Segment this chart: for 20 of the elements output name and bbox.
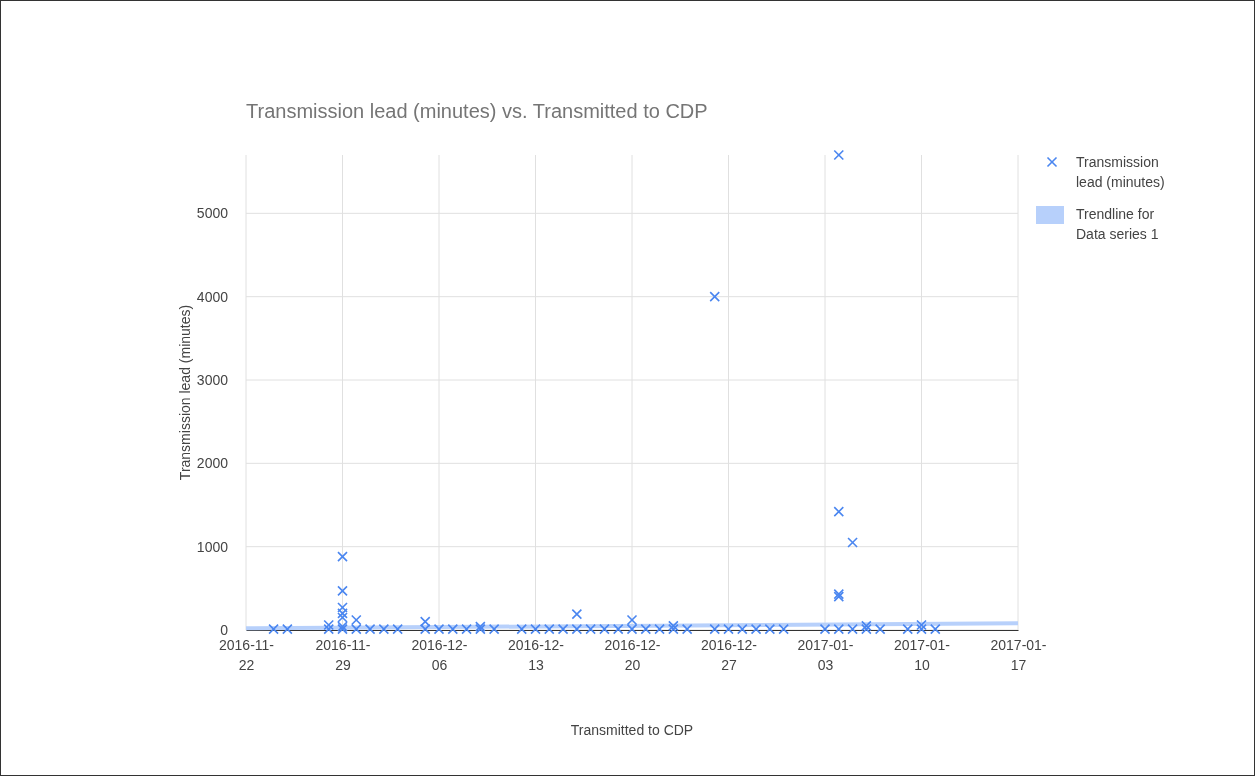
x-tick-label: 2016-12- 27: [700, 636, 758, 674]
x-tick-label: 2016-11- 29: [315, 636, 371, 674]
y-tick-label: 0: [220, 621, 229, 638]
x-tick-label: 2016-12- 06: [411, 636, 468, 674]
y-tick-label: 1000: [196, 538, 229, 555]
y-tick-label: 5000: [196, 205, 229, 222]
y-axis-title: Transmission lead (minutes): [177, 304, 193, 481]
x-tick-label: 2016-12- 13: [507, 636, 565, 674]
chart-title: Transmission lead (minutes) vs. Transmitted to CDP: [246, 100, 708, 122]
legend-label: Transmission lead (minutes): [1076, 154, 1165, 191]
y-tick-label: 4000: [196, 288, 229, 305]
y-tick-label: 3000: [196, 371, 229, 388]
legend-label: Trendline for Data series 1: [1076, 206, 1159, 243]
y-tick-label: 2000: [196, 455, 229, 472]
x-tick-label: 2017-01- 17: [990, 636, 1047, 674]
x-tick-label: 2017-01- 03: [797, 636, 854, 674]
x-axis-title: Transmitted to CDP: [570, 722, 694, 738]
x-tick-label: 2017-01- 10: [893, 636, 951, 674]
x-tick-label: 2016-12- 20: [604, 636, 661, 674]
x-tick-label: 2016-11- 22: [218, 636, 275, 674]
